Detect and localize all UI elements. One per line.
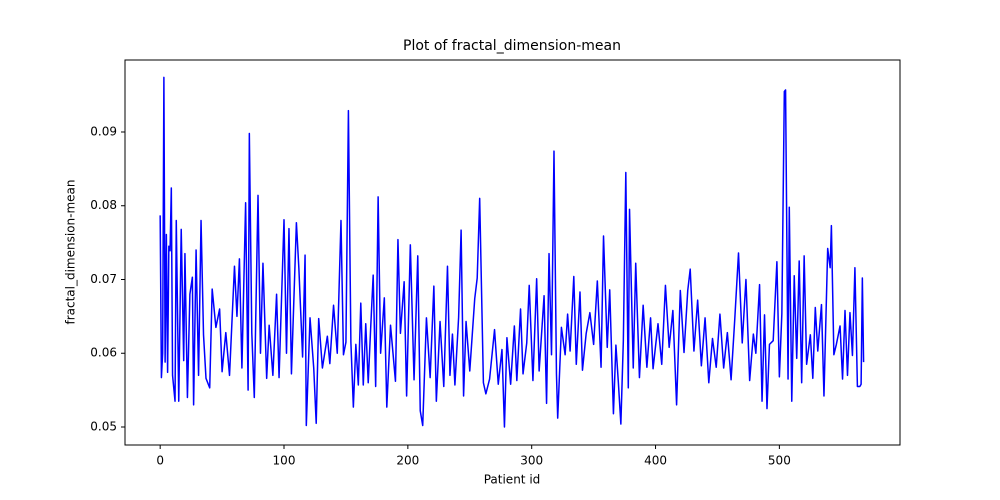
x-tick-label: 300 [520,454,543,468]
y-tick-label: 0.08 [90,198,117,212]
x-tick-label: 200 [396,454,419,468]
y-tick-label: 0.07 [90,272,117,286]
x-tick-label: 400 [644,454,667,468]
y-tick-label: 0.06 [90,346,117,360]
data-line [159,76,865,428]
y-tick-label: 0.05 [90,420,117,434]
x-tick-label: 500 [768,454,791,468]
x-tick-label: 100 [273,454,296,468]
y-tick-label: 0.09 [90,124,117,138]
x-axis-label: Patient id [484,473,541,487]
x-tick-label: 0 [156,454,164,468]
plot-frame [124,59,901,446]
y-axis-label: fractal_dimension-mean [64,179,78,324]
chart-title: Plot of fractal_dimension-mean [403,38,621,54]
